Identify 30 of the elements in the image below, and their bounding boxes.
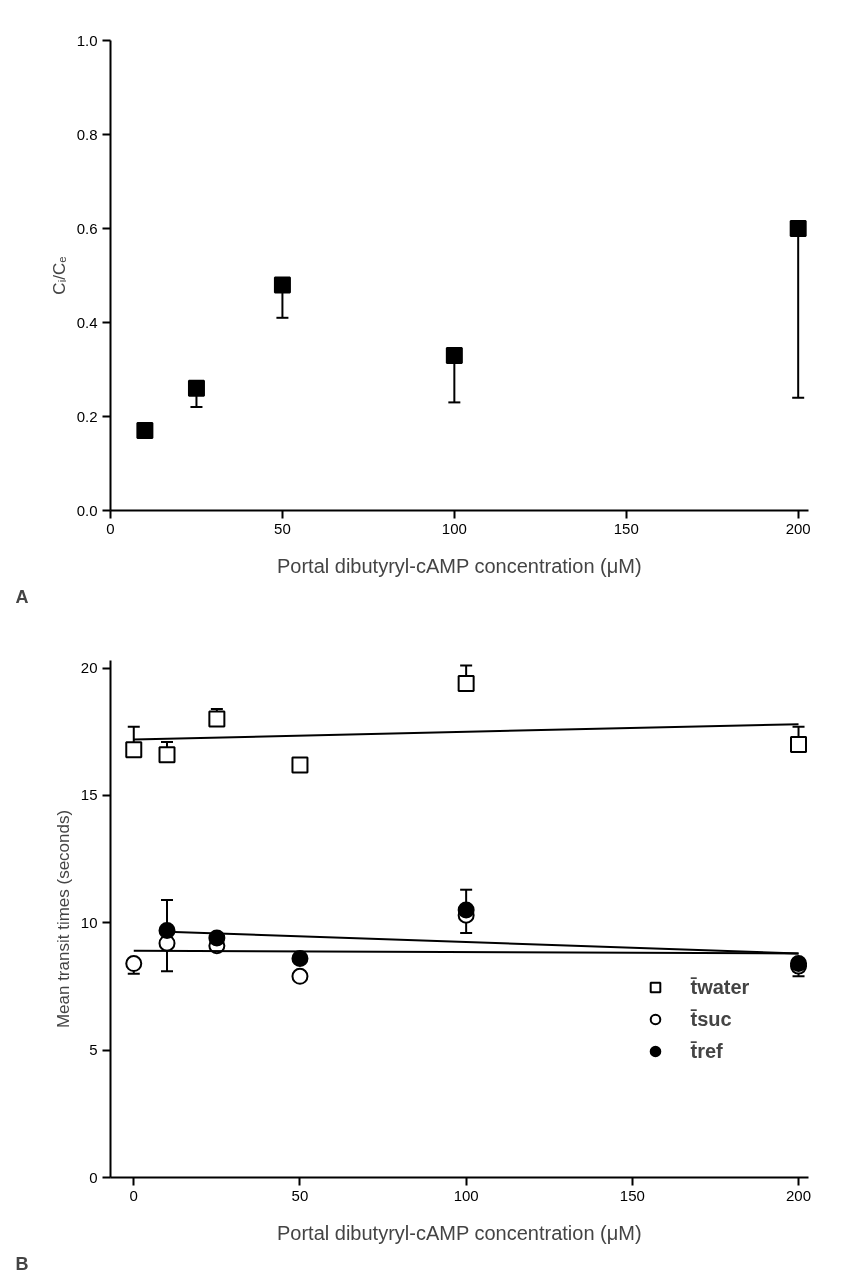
legend-label: t̄water [690, 975, 750, 1000]
x-tick-label: 200 [786, 1186, 812, 1204]
x-tick-label: 0 [129, 1186, 138, 1204]
y-tick-label: 0.8 [76, 125, 98, 143]
x-tick-label: 100 [441, 519, 467, 537]
legend-label: t̄ref [690, 1039, 723, 1064]
y-tick-label: 0.0 [76, 501, 98, 519]
y-tick-label: 5 [89, 1041, 98, 1059]
legend-label: t̄suc [690, 1007, 732, 1032]
y-tick-label: 1.0 [76, 31, 98, 49]
y-tick-label: 15 [80, 786, 98, 804]
y-tick-label: 0.6 [76, 219, 98, 237]
text: B [15, 1253, 29, 1274]
y-tick-label: 10 [80, 913, 98, 931]
x-tick-label: 50 [291, 1186, 309, 1204]
text: A [15, 586, 29, 607]
x-tick-label: 150 [613, 519, 639, 537]
x-tick-label: 100 [453, 1186, 479, 1204]
x-axis-title: Portal dibutyryl-cAMP concentration (μM) [277, 1221, 642, 1244]
y-tick-label: 0.4 [76, 313, 98, 331]
y-axis-title: Cᵢ/Cₑ [49, 256, 69, 295]
x-axis-title: Portal dibutyryl-cAMP concentration (μM) [277, 554, 642, 577]
x-tick-label: 0 [106, 519, 115, 537]
y-axis-title: Mean transit times (seconds) [53, 809, 73, 1029]
x-tick-label: 50 [274, 519, 291, 537]
y-tick-label: 0.2 [76, 407, 98, 425]
y-tick-label: 20 [80, 659, 98, 677]
y-tick-label: 0 [89, 1168, 98, 1186]
x-tick-label: 150 [619, 1186, 645, 1204]
x-tick-label: 200 [785, 519, 811, 537]
